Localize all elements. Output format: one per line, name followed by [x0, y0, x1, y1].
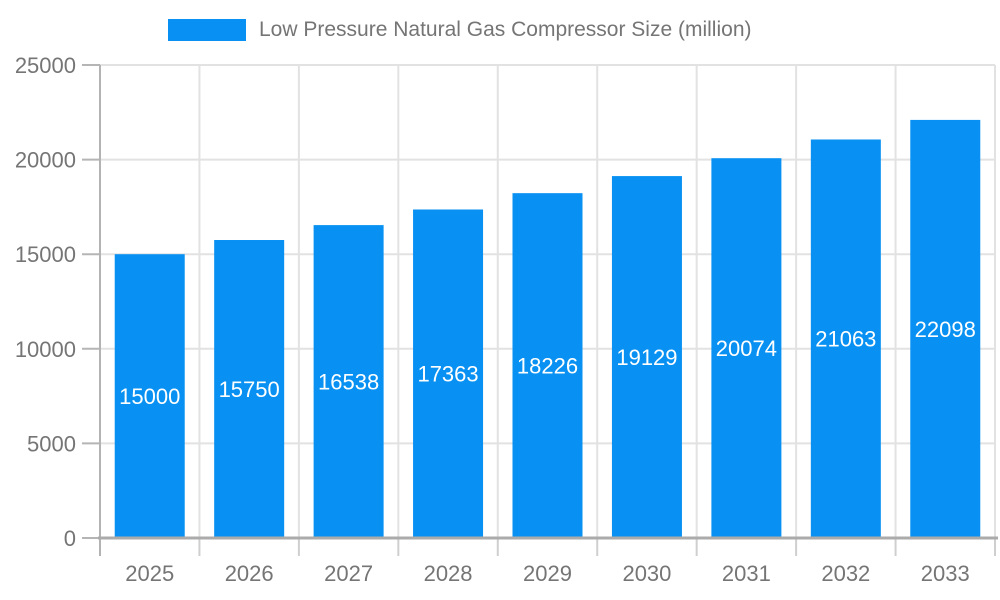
x-axis-label: 2025: [125, 561, 174, 586]
bar-2025: [114, 254, 185, 538]
x-axis-label: 2030: [622, 561, 671, 586]
y-axis-label: 5000: [27, 431, 76, 456]
bar-2026: [214, 240, 285, 538]
y-axis-label: 25000: [15, 53, 76, 78]
y-axis-label: 10000: [15, 337, 76, 362]
x-axis-label: 2032: [821, 561, 870, 586]
bar-value-label: 17363: [417, 362, 478, 387]
bar-value-label: 18226: [517, 354, 578, 379]
bar-value-label: 19129: [616, 345, 677, 370]
legend-item[interactable]: Low Pressure Natural Gas Compressor Size…: [168, 18, 752, 42]
legend-label: Low Pressure Natural Gas Compressor Size…: [259, 18, 752, 41]
y-axis-label: 20000: [15, 148, 76, 173]
x-axis-label: 2033: [921, 561, 970, 586]
x-axis-label: 2028: [424, 561, 473, 586]
bar-2032: [810, 139, 881, 538]
bar-2028: [413, 209, 484, 538]
bar-2027: [313, 225, 384, 538]
bar-value-label: 16538: [318, 370, 379, 395]
x-axis-label: 2027: [324, 561, 373, 586]
x-axis-label: 2026: [225, 561, 274, 586]
x-axis-label: 2031: [722, 561, 771, 586]
legend-swatch: [168, 19, 246, 41]
x-axis-label: 2029: [523, 561, 572, 586]
bar-value-label: 22098: [915, 317, 976, 342]
y-axis-label: 15000: [15, 242, 76, 267]
bar-value-label: 21063: [815, 327, 876, 352]
bar-value-label: 15750: [219, 377, 280, 402]
bar-2029: [512, 193, 583, 539]
bar-value-label: 15000: [119, 384, 180, 409]
bar-2030: [611, 176, 682, 538]
bar-value-label: 20074: [716, 336, 777, 361]
bar-2033: [910, 119, 981, 539]
y-axis-label: 0: [64, 526, 76, 551]
bar-2031: [711, 158, 782, 538]
